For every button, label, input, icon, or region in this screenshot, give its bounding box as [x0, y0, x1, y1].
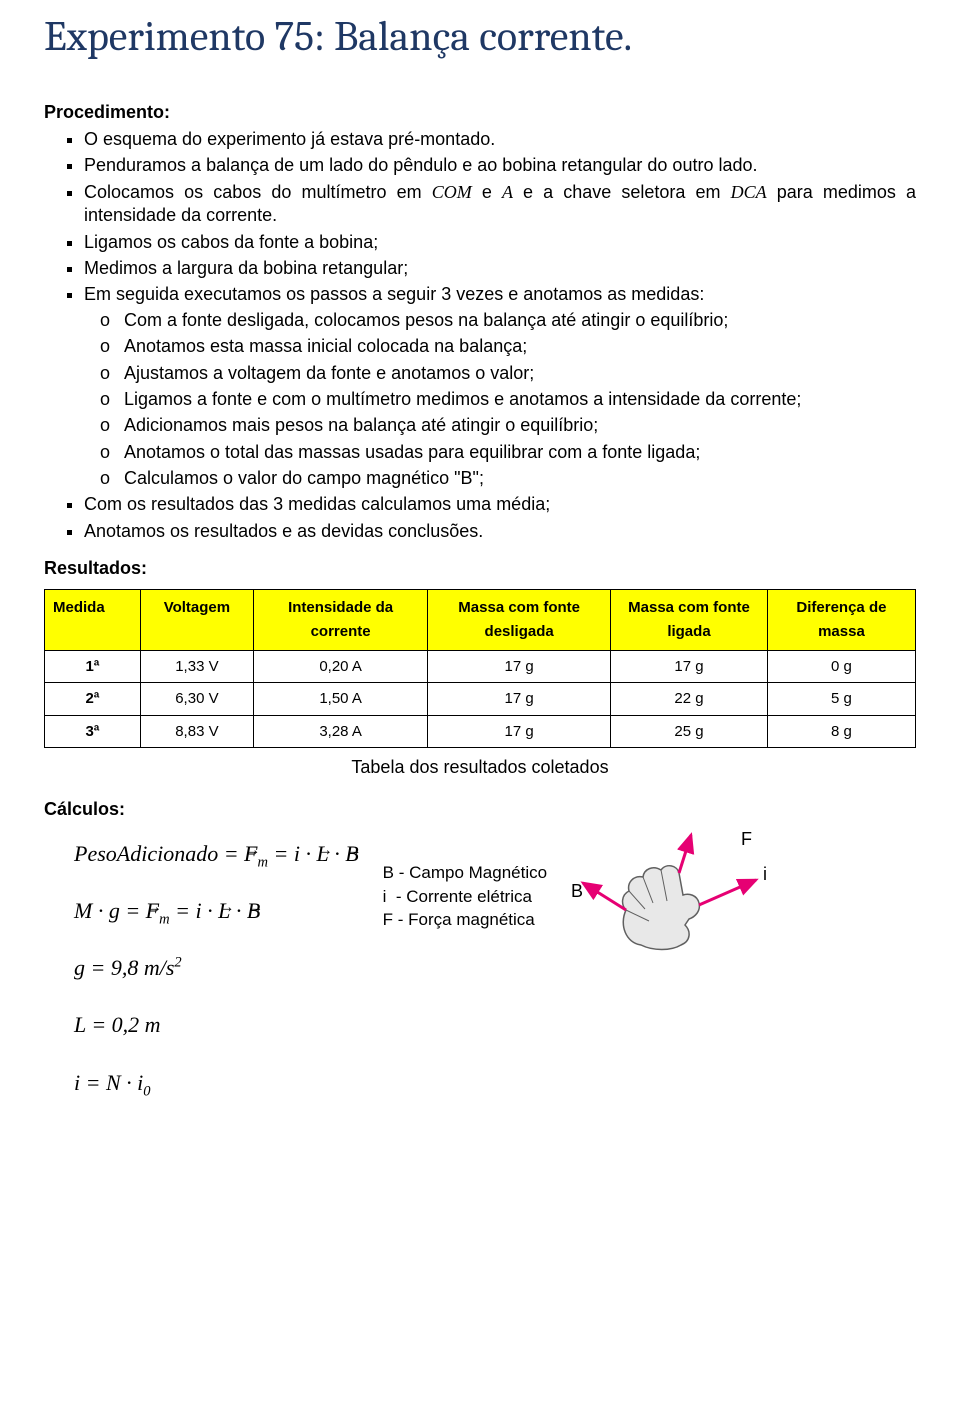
- formula: L = 0,2 m: [74, 996, 359, 1053]
- proc-item: Penduramos a balança de um lado do pêndu…: [84, 154, 916, 177]
- table-cell: 8,83 V: [140, 715, 253, 748]
- proc-item: Em seguida executamos os passos a seguir…: [84, 283, 916, 490]
- table-header-cell: Voltagem: [140, 589, 253, 650]
- proc-item: Com os resultados das 3 medidas calculam…: [84, 493, 916, 516]
- table-row: 3ª8,83 V3,28 A17 g25 g8 g: [45, 715, 916, 748]
- text-fragment: Em seguida executamos os passos a seguir…: [84, 284, 704, 304]
- proc-subitem: Calculamos o valor do campo magnético "B…: [124, 467, 916, 490]
- table-header-cell: Massa com fonte ligada: [611, 589, 768, 650]
- table-cell: 8 g: [767, 715, 915, 748]
- proc-item: Colocamos os cabos do multímetro em COM …: [84, 181, 916, 228]
- table-cell: 17 g: [428, 715, 611, 748]
- proc-subitem: Com a fonte desligada, colocamos pesos n…: [124, 309, 916, 332]
- legend-line: F - Força magnética: [383, 910, 535, 929]
- proc-subitem: Ligamos a fonte e com o multímetro medim…: [124, 388, 916, 411]
- table-row: 2ª6,30 V1,50 A17 g22 g5 g: [45, 683, 916, 716]
- legend-line: B - Campo Magnético: [383, 863, 547, 882]
- formula: M · g = Fm = i · L · B: [74, 882, 359, 939]
- table-header-cell: Massa com fonte desligada: [428, 589, 611, 650]
- table-cell: 0 g: [767, 650, 915, 683]
- table-cell: 2ª: [45, 683, 141, 716]
- calculos-heading: Cálculos:: [44, 798, 916, 821]
- table-cell: 1,33 V: [140, 650, 253, 683]
- text-fragment: e: [472, 182, 502, 202]
- arrow-b: [583, 883, 626, 910]
- table-cell: 17 g: [611, 650, 768, 683]
- table-header-cell: Diferença de massa: [767, 589, 915, 650]
- calculos-block: PesoAdicionado = Fm = i · L · B M · g = …: [44, 825, 916, 1111]
- text-fragment: e a chave seletora em: [513, 182, 731, 202]
- table-cell: 6,30 V: [140, 683, 253, 716]
- table-cell: 17 g: [428, 650, 611, 683]
- table-caption: Tabela dos resultados coletados: [44, 756, 916, 779]
- table-row: 1ª1,33 V0,20 A17 g17 g0 g: [45, 650, 916, 683]
- arrow-i: [699, 880, 756, 905]
- table-cell: 1ª: [45, 650, 141, 683]
- proc-subitem: Adicionamos mais pesos na balança até at…: [124, 414, 916, 437]
- table-cell: 3,28 A: [254, 715, 428, 748]
- table-cell: 0,20 A: [254, 650, 428, 683]
- formula: i = N · i0: [74, 1054, 359, 1111]
- proc-item: Ligamos os cabos da fonte a bobina;: [84, 231, 916, 254]
- proc-sublist: Com a fonte desligada, colocamos pesos n…: [84, 309, 916, 491]
- text-fragment: Colocamos os cabos do multímetro em: [84, 182, 432, 202]
- table-cell: 17 g: [428, 683, 611, 716]
- table-cell: 1,50 A: [254, 683, 428, 716]
- var-a: A: [502, 182, 513, 202]
- proc-item: Anotamos os resultados e as devidas conc…: [84, 520, 916, 543]
- procedimento-list: O esquema do experimento já estava pré-m…: [44, 128, 916, 543]
- arrow-f: [679, 835, 691, 873]
- proc-item: Medimos a largura da bobina retangular;: [84, 257, 916, 280]
- label-i: i: [763, 864, 767, 884]
- table-cell: 3ª: [45, 715, 141, 748]
- hand-outline: [623, 866, 700, 950]
- table-cell: 5 g: [767, 683, 915, 716]
- results-table: MedidaVoltagemIntensidade da correnteMas…: [44, 589, 916, 749]
- page-title: Experimento 75: Balança corrente.: [44, 10, 916, 65]
- proc-item: O esquema do experimento já estava pré-m…: [84, 128, 916, 151]
- var-dca: DCA: [731, 182, 767, 202]
- var-com: COM: [432, 182, 472, 202]
- formula-list: PesoAdicionado = Fm = i · L · B M · g = …: [44, 825, 359, 1111]
- procedimento-heading: Procedimento:: [44, 101, 916, 124]
- proc-subitem: Anotamos o total das massas usadas para …: [124, 441, 916, 464]
- proc-subitem: Anotamos esta massa inicial colocada na …: [124, 335, 916, 358]
- formula: PesoAdicionado = Fm = i · L · B: [74, 825, 359, 882]
- table-cell: 22 g: [611, 683, 768, 716]
- table-header-cell: Intensidade da corrente: [254, 589, 428, 650]
- proc-subitem: Ajustamos a voltagem da fonte e anotamos…: [124, 362, 916, 385]
- label-f: F: [741, 829, 752, 849]
- right-hand-rule-figure: F i B: [571, 825, 781, 975]
- formula: g = 9,8 m/s2: [74, 939, 359, 996]
- label-b: B: [571, 881, 583, 901]
- table-cell: 25 g: [611, 715, 768, 748]
- table-header-cell: Medida: [45, 589, 141, 650]
- field-legend: B - Campo Magnético i - Corrente elétric…: [383, 825, 547, 956]
- legend-line: i - Corrente elétrica: [383, 887, 532, 906]
- resultados-heading: Resultados:: [44, 557, 916, 580]
